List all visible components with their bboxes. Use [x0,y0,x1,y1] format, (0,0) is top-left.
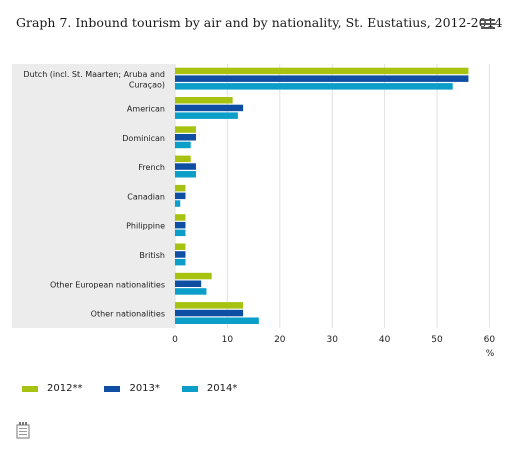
bar [175,155,191,163]
bar [175,83,453,90]
category-label: French [138,163,165,172]
legend-swatch [104,385,121,392]
category-label: American [127,104,165,113]
legend-item[interactable]: 2014* [181,383,238,394]
bar [175,192,186,200]
x-tick-label: 0 [172,335,178,345]
bar [175,104,244,112]
bar [175,75,469,82]
x-tick-label: 60 [484,335,496,345]
category-label: British [139,251,165,260]
bar [175,214,186,221]
bar [175,163,196,170]
category-band [12,64,175,328]
bar [175,200,181,207]
x-tick-label: 50 [431,335,443,345]
bar [175,112,238,119]
bar [175,317,259,324]
bar [175,171,196,178]
bar [175,67,469,75]
bar [175,126,196,133]
legend-label: 2014* [206,383,238,394]
bar [175,134,196,141]
bar [175,229,186,237]
x-tick-label: 40 [379,335,391,345]
legend-swatch [22,385,38,392]
category-label: Curaçao) [129,80,165,89]
bar [175,221,186,229]
legend-item[interactable]: 2012** [22,383,82,394]
bar [175,243,186,250]
category-label: Dominican [122,134,165,143]
bar [175,288,207,295]
bar [175,302,244,309]
category-label: Philippine [126,222,165,231]
legend: 2012** 2013* 2014* [22,383,259,394]
bars [175,67,469,324]
legend-label: 2013* [129,383,160,394]
bar [175,97,233,104]
x-tick-label: 30 [326,335,338,345]
bar [175,251,186,258]
legend-label: 2012** [47,383,83,394]
category-label: Dutch (incl. St. Maarten; Aruba and [23,70,165,79]
cbs-logo-icon [16,422,30,439]
bar [175,258,186,266]
category-labels: Dutch (incl. St. Maarten; Aruba andCuraç… [23,70,165,319]
bar [175,280,202,287]
bar [175,141,191,149]
legend-swatch [181,385,198,392]
category-label: Other European nationalities [50,280,165,289]
category-label: Other nationalities [91,310,165,319]
x-axis-label: % [486,349,495,359]
x-tick-label: 20 [274,335,286,345]
bar [175,309,244,317]
legend-item[interactable]: 2013* [104,383,160,394]
x-tick-label: 10 [222,335,234,345]
chart-title: Graph 7. Inbound tourism by air and by n… [16,15,503,30]
bar [175,272,212,280]
category-label: Canadian [127,192,165,201]
x-tick-labels: 0 10 20 30 40 50 60 [172,335,495,345]
gridlines [174,64,490,328]
hamburger-menu-icon[interactable] [481,19,495,33]
bar [175,184,186,192]
